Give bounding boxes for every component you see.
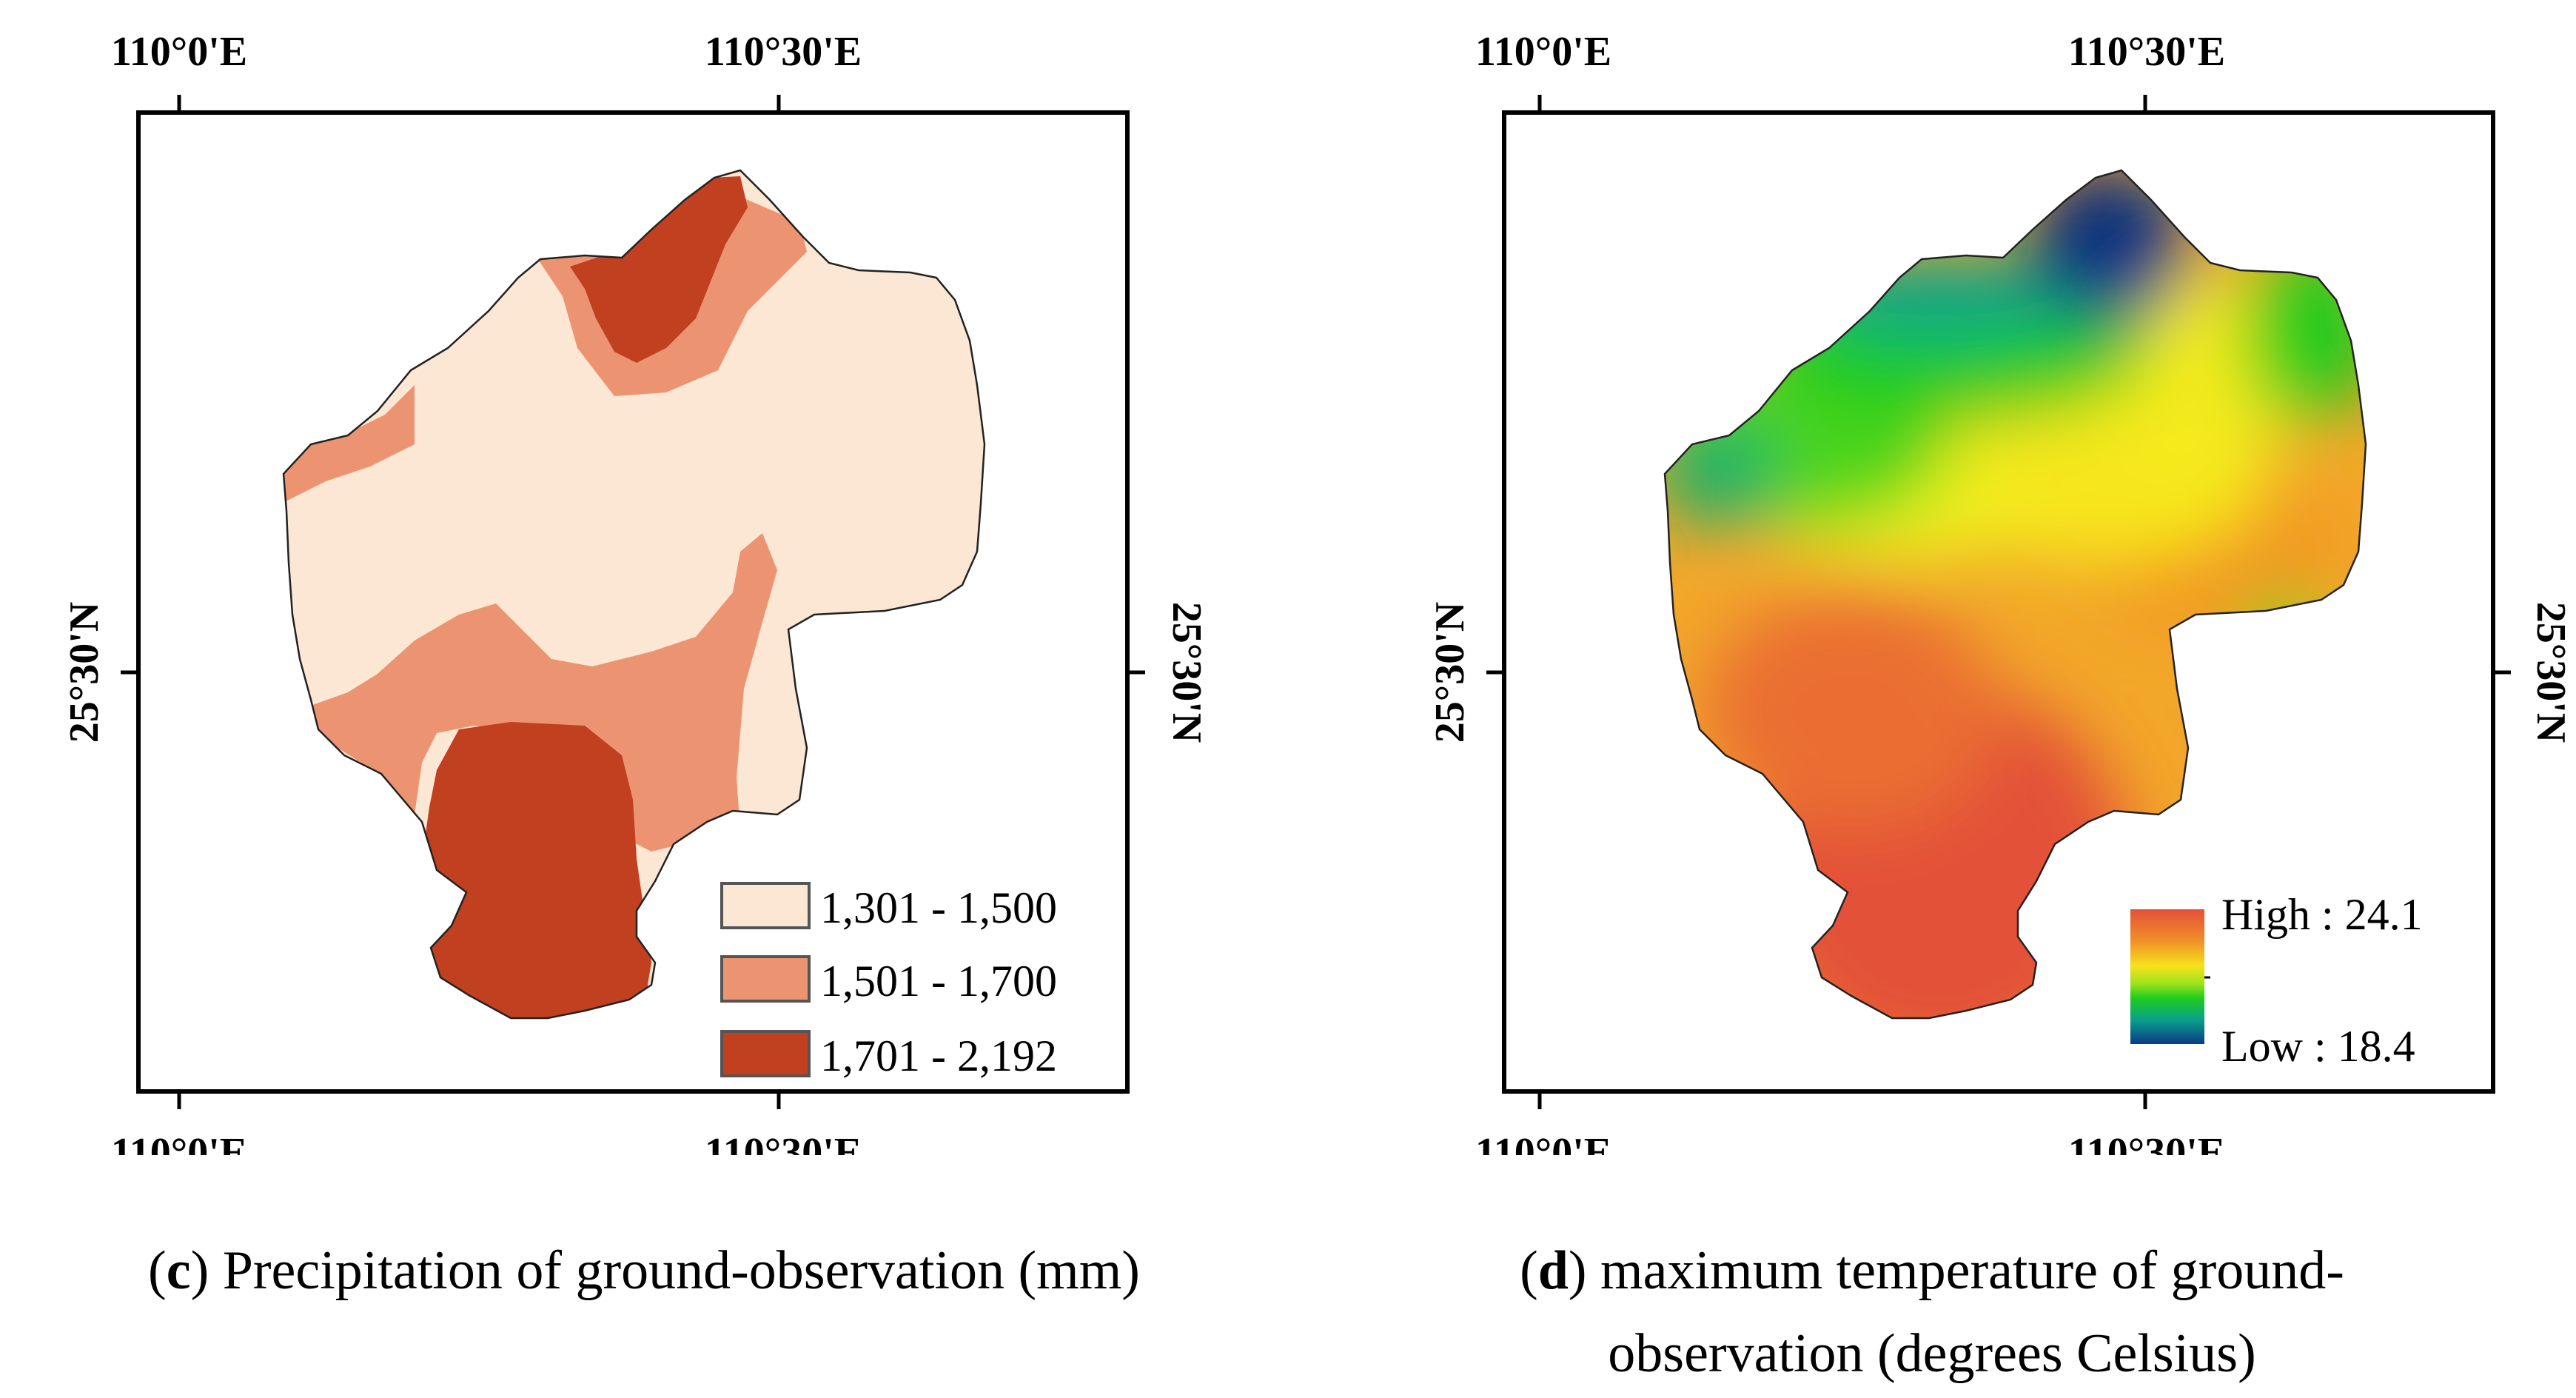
caption-letter-c: c xyxy=(166,1240,191,1301)
right-lat-label: 25°30'N xyxy=(1164,602,1210,743)
legend-label-class-3: 1,701 - 2,192 xyxy=(820,1031,1057,1080)
left-lat-label: 25°30'N xyxy=(1427,602,1473,743)
bottom-lon-label-1: 110°0'E xyxy=(111,1130,247,1155)
bottom-lon-label-2: 110°30'E xyxy=(705,1130,862,1155)
temperature-legend: High : 24.1 Low : 18.4 xyxy=(2130,890,2423,1071)
right-lat-label: 25°30'N xyxy=(2528,602,2574,743)
legend-swatch-class-3 xyxy=(720,1030,811,1077)
caption-text-d-1: maximum temperature of ground- xyxy=(1586,1240,2344,1301)
top-lon-label-2: 110°30'E xyxy=(2068,29,2225,75)
caption-text-c: Precipitation of ground-observation (mm) xyxy=(209,1240,1140,1301)
top-lon-label-2: 110°30'E xyxy=(705,29,862,75)
legend-label-class-2: 1,501 - 1,700 xyxy=(820,957,1057,1006)
graticule-ticks xyxy=(121,95,1145,1109)
legend-label-class-1: 1,301 - 1,500 xyxy=(820,883,1057,932)
legend-swatch-class-1 xyxy=(720,882,811,929)
class-1501-1700-region-west xyxy=(284,385,415,504)
map-frame xyxy=(1502,110,2495,1094)
caption-c: (c) Precipitation of ground-observation … xyxy=(148,1240,1140,1301)
class-1701-2192-region-north xyxy=(570,176,748,363)
map-panel-c: 110°0'E 110°30'E 110°0'E 110°30'E 25°30'… xyxy=(61,29,1210,1155)
map-frame xyxy=(136,110,1130,1094)
left-lat-label: 25°30'N xyxy=(61,602,107,743)
bottom-lon-label-2: 110°30'E xyxy=(2068,1130,2225,1155)
class-1701-2192-region-south xyxy=(422,722,651,1018)
county-boundary xyxy=(282,169,986,1020)
county-boundary xyxy=(1663,169,2367,1020)
caption-d-line-1: (d) maximum temperature of ground- xyxy=(1520,1240,2344,1301)
precipitation-legend: 1,301 - 1,500 1,501 - 1,700 1,701 - 2,19… xyxy=(720,882,1057,1080)
bottom-lon-label-1: 110°0'E xyxy=(1475,1130,1611,1155)
top-lon-label-1: 110°0'E xyxy=(111,29,247,75)
map-panel-d: 110°0'E 110°30'E 110°0'E 110°30'E 25°30'… xyxy=(1427,29,2574,1155)
caption-text-d-2: observation (degrees Celsius) xyxy=(1608,1323,2256,1384)
caption-letter-d: d xyxy=(1537,1240,1569,1301)
graticule-ticks xyxy=(1486,95,2511,1109)
legend-low-label: Low : 18.4 xyxy=(2221,1022,2415,1071)
top-lon-label-1: 110°0'E xyxy=(1475,29,1611,75)
legend-high-label: High : 24.1 xyxy=(2221,890,2423,939)
caption-d: (d) maximum temperature of ground- obser… xyxy=(1288,1229,2576,1395)
legend-swatch-class-2 xyxy=(720,955,811,1003)
class-1501-1700-region-south xyxy=(296,533,777,852)
legend-color-ramp xyxy=(2130,909,2204,1044)
